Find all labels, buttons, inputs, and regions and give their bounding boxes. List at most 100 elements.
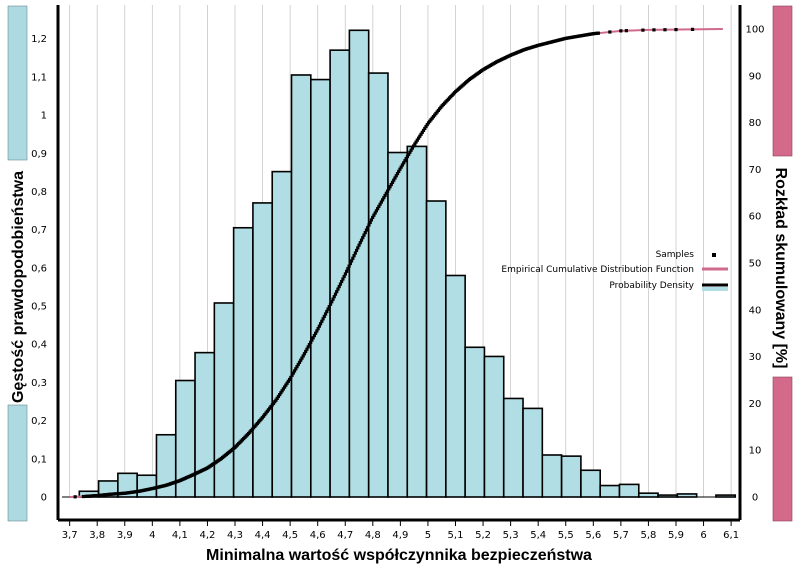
histogram-bar-7 [194, 351, 216, 498]
y-left-tick-label-11: 1,1 [31, 72, 47, 83]
histogram-bar-27 [580, 469, 601, 498]
y-left-tick-label-8: 0,8 [31, 187, 47, 198]
sample-marker-413 [596, 31, 601, 35]
right-side-bar-bottom [772, 376, 793, 522]
x-tick-label-12: 4,9 [392, 530, 408, 541]
sample-marker-261 [408, 150, 412, 154]
sample-marker-187 [316, 327, 320, 331]
histogram-bar-8 [213, 302, 235, 498]
sample-marker-251 [395, 171, 400, 176]
sample-marker-215 [351, 256, 355, 260]
histogram-bars [62, 29, 737, 498]
y-left-tick-label-2: 0,2 [31, 416, 47, 427]
sample-marker-153 [274, 398, 278, 402]
sample-marker-226 [364, 228, 369, 232]
left-side-bar-bottom [7, 404, 28, 522]
sample-marker-416 [608, 30, 612, 34]
sample-marker-263 [410, 146, 414, 150]
right-side-bars [772, 5, 793, 522]
y-right-axis-title: Rozkład skumulowany [%] [772, 168, 789, 369]
sample-marker-268 [416, 136, 421, 140]
sample-marker-232 [372, 213, 376, 217]
sample-marker-151 [271, 401, 276, 405]
sample-marker-231 [371, 215, 375, 220]
sample-marker-222 [359, 238, 364, 242]
sample-marker-169 [294, 367, 298, 371]
sample-marker-185 [314, 331, 318, 335]
x-tick-label-23: 6 [700, 530, 706, 541]
sample-marker-168 [292, 369, 297, 373]
y-left-axis-title: Gęstość prawdopodobieństwa [10, 171, 27, 403]
sample-marker-163 [286, 379, 290, 383]
y-right-tick-label-2: 20 [749, 399, 762, 410]
sample-marker-202 [335, 290, 339, 294]
histogram-bar-22 [483, 355, 505, 498]
x-tick-labels: 3,7 3,8 3,9 4 4,1 4,2 4,3 4,4 4,5 4,6 4,7 4,8 4,9 5 5,… [62, 520, 739, 541]
sample-marker-204 [337, 284, 341, 289]
sample-marker-181 [309, 340, 313, 344]
cdf-series [69, 27, 723, 499]
sample-marker-208 [342, 274, 346, 279]
x-tick-label-3: 4 [149, 530, 155, 541]
x-axis-title: Minimalna wartość współczynnika bezpiecz… [206, 547, 592, 564]
sample-marker-256 [402, 161, 406, 165]
x-tick-label-7: 4,4 [255, 530, 271, 541]
histogram-bar-29 [618, 483, 640, 498]
histogram-bar-28 [599, 484, 621, 498]
sample-marker-211 [346, 267, 350, 271]
sample-marker-220 [357, 243, 361, 247]
sample-marker-164 [287, 377, 292, 382]
histogram-bar-4 [136, 474, 158, 498]
y-right-tick-label-1: 10 [749, 446, 762, 457]
sample-marker-236 [377, 204, 381, 209]
sample-marker-200 [332, 295, 336, 299]
sample-marker-423 [690, 27, 695, 31]
histogram-bar-26 [560, 455, 582, 498]
y-right-tick-labels: 0 10 20 30 40 50 60 70 80 90 100 [745, 25, 764, 504]
x-tick-label-10: 4,7 [337, 530, 353, 541]
sample-marker-149 [269, 404, 273, 409]
sample-marker-197 [328, 302, 333, 306]
histogram-bar-13 [310, 78, 331, 498]
sample-marker-201 [333, 292, 338, 296]
sample-marker-182 [310, 338, 314, 342]
y-left-tick-label-4: 0,4 [31, 340, 47, 351]
sample-marker-253 [398, 167, 402, 171]
sample-marker-274 [424, 124, 428, 129]
sample-marker-266 [414, 140, 418, 144]
sample-marker-170 [295, 365, 299, 369]
sample-marker-209 [343, 272, 347, 276]
sample-marker-421 [663, 28, 667, 32]
sample-marker-184 [312, 333, 316, 338]
sample-marker-239 [381, 198, 385, 202]
sample-marker-158 [280, 389, 284, 393]
sample-marker-270 [419, 132, 423, 136]
y-right-tick-label-7: 70 [749, 165, 762, 176]
sample-marker-152 [273, 400, 277, 404]
histogram-bar-18 [406, 145, 428, 498]
sample-marker-240 [382, 196, 386, 200]
sample-marker-257 [403, 159, 407, 163]
sample-marker-210 [345, 269, 349, 273]
sample-marker-193 [323, 312, 328, 316]
histogram-bar-16 [367, 72, 389, 498]
sample-marker-207 [341, 277, 345, 281]
sample-marker-246 [389, 182, 393, 187]
histogram-bar-23 [502, 397, 524, 498]
sample-marker-177 [304, 349, 308, 354]
y-left-tick-label-7: 0,7 [31, 225, 47, 236]
histogram-bar-12 [290, 74, 312, 498]
sample-marker-173 [299, 358, 303, 362]
sample-marker-235 [376, 207, 380, 211]
sample-marker-176 [302, 352, 307, 356]
sample-marker-199 [331, 297, 335, 301]
sample-marker-255 [400, 163, 405, 167]
x-tick-label-19: 5,6 [585, 530, 601, 541]
sample-marker-143 [261, 414, 266, 418]
sample-marker-237 [378, 202, 382, 206]
left-side-bar-top [7, 5, 28, 161]
left-side-bars [7, 5, 28, 522]
sample-marker-229 [368, 220, 372, 225]
sample-marker-196 [327, 305, 331, 309]
sample-marker-175 [301, 354, 305, 358]
